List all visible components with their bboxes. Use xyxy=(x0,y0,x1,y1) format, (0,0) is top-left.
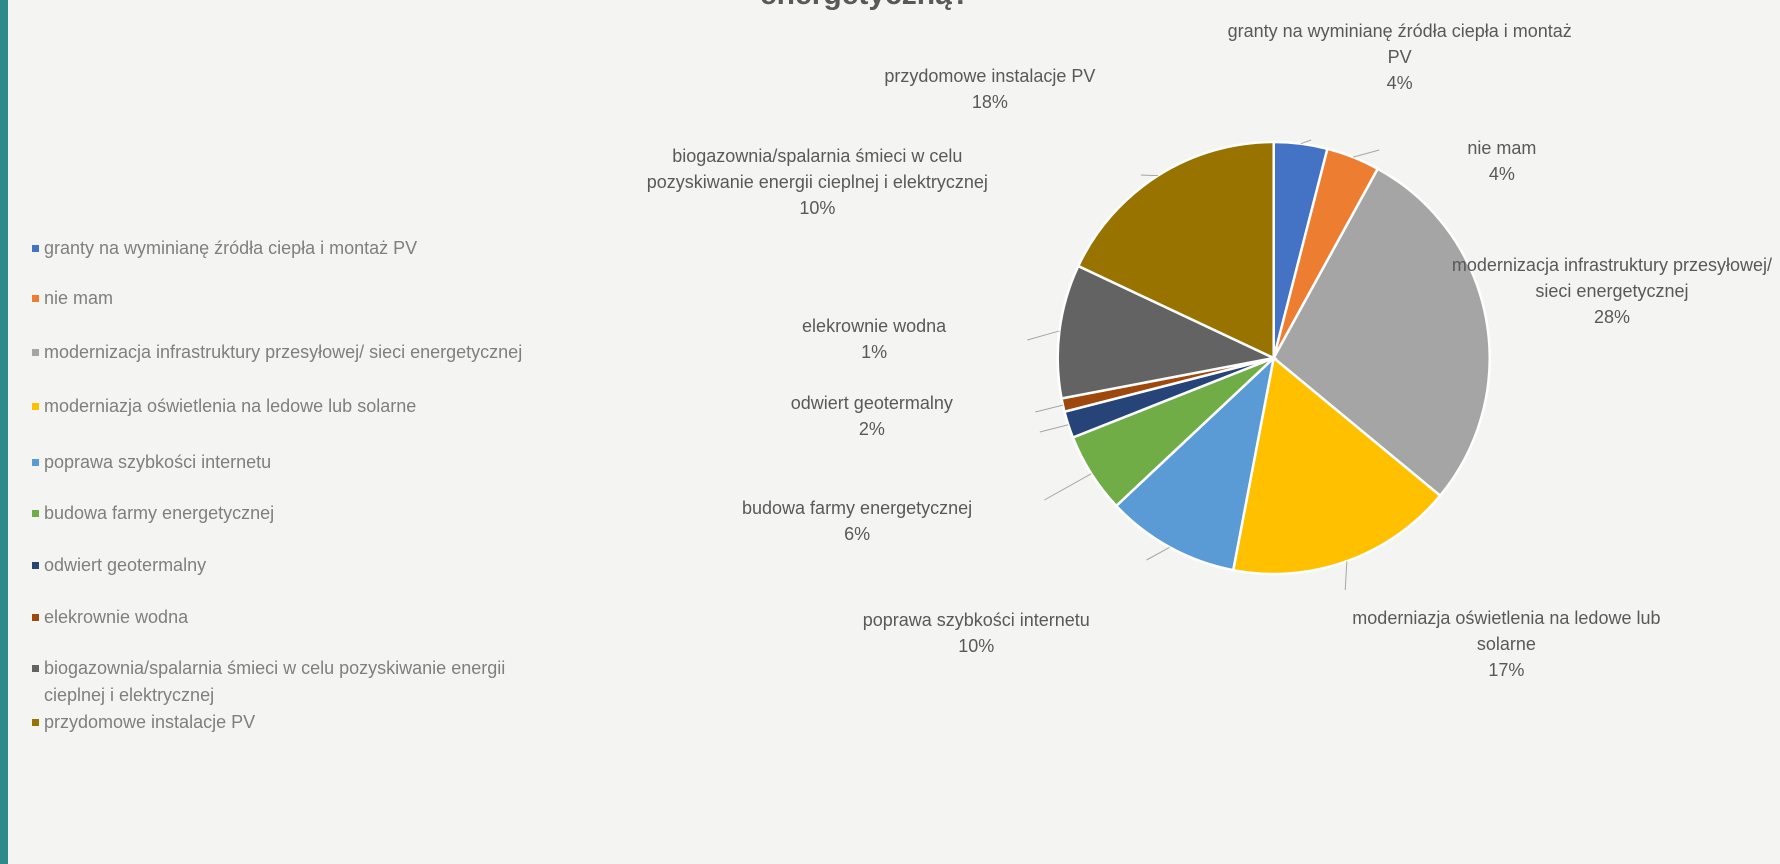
legend-entry: budowa farmy energetycznej xyxy=(44,503,275,523)
legend-swatch xyxy=(32,510,39,517)
legend-entry: biogazownia/spalarnia śmieci w celu pozy… xyxy=(44,658,506,705)
legend-swatch xyxy=(32,665,39,672)
legend-entry: granty na wyminianę źródła ciepła i mont… xyxy=(44,238,418,258)
legend-entry: elekrownie wodna xyxy=(44,607,189,627)
legend-swatch xyxy=(32,562,39,569)
data-label-name: nie mam xyxy=(1467,138,1537,158)
data-label-name: granty na wyminianę źródła ciepła i mont… xyxy=(1227,21,1572,67)
legend-swatch xyxy=(32,719,39,726)
data-label-value: 2% xyxy=(858,419,885,439)
data-label-value: 28% xyxy=(1593,307,1630,327)
legend-entry: moderniazja oświetlenia na ledowe lub so… xyxy=(44,396,417,416)
leader-line xyxy=(1146,546,1170,561)
data-label-value: 17% xyxy=(1488,660,1525,680)
legend-entry: nie mam xyxy=(44,288,114,308)
pie-slice xyxy=(1231,355,1442,576)
legend-swatch xyxy=(32,245,39,252)
leader-line xyxy=(1353,149,1380,158)
data-label-value: 10% xyxy=(958,636,995,656)
data-label-name: biogazownia/spalarnia śmieci w celu pozy… xyxy=(646,146,988,192)
data-label-value: 18% xyxy=(971,92,1008,112)
data-label-value: 6% xyxy=(844,524,871,544)
pie-slice xyxy=(1076,140,1275,360)
legend-swatch xyxy=(32,349,39,356)
data-label-name: modernizacja infrastruktury przesyłowej/… xyxy=(1451,255,1773,301)
legend-swatch xyxy=(32,459,39,466)
data-label-name: moderniazja oświetlenia na ledowe lub so… xyxy=(1352,608,1661,654)
legend-swatch xyxy=(32,614,39,621)
data-label-value: 1% xyxy=(861,342,888,362)
chart-title: energetyczną? xyxy=(760,0,970,12)
data-label-value: 10% xyxy=(799,198,836,218)
data-label-value: 4% xyxy=(1488,164,1515,184)
legend-entry: poprawa szybkości internetu xyxy=(44,452,272,472)
legend-swatch xyxy=(32,295,39,302)
leader-line xyxy=(1044,473,1092,501)
leader-line xyxy=(1027,330,1060,341)
legend-entry: odwiert geotermalny xyxy=(44,555,207,575)
leader-line xyxy=(1140,174,1158,177)
legend-entry: przydomowe instalacje PV xyxy=(44,712,256,732)
leader-line xyxy=(1300,139,1312,145)
legend-swatch xyxy=(32,403,39,410)
data-label-name: elekrownie wodna xyxy=(802,316,947,336)
edge-strip xyxy=(0,0,8,864)
data-label-name: przydomowe instalacje PV xyxy=(884,66,1096,86)
leader-line xyxy=(1039,424,1069,433)
data-label-name: budowa farmy energetycznej xyxy=(742,498,973,518)
legend-entry: modernizacja infrastruktury przesyłowej/… xyxy=(44,342,523,362)
data-label-name: odwiert geotermalny xyxy=(790,393,953,413)
leader-line xyxy=(1035,404,1064,413)
data-label-value: 4% xyxy=(1386,73,1413,93)
data-label-name: poprawa szybkości internetu xyxy=(862,610,1090,630)
leader-line xyxy=(1344,561,1348,591)
pie-slice xyxy=(1272,167,1491,498)
